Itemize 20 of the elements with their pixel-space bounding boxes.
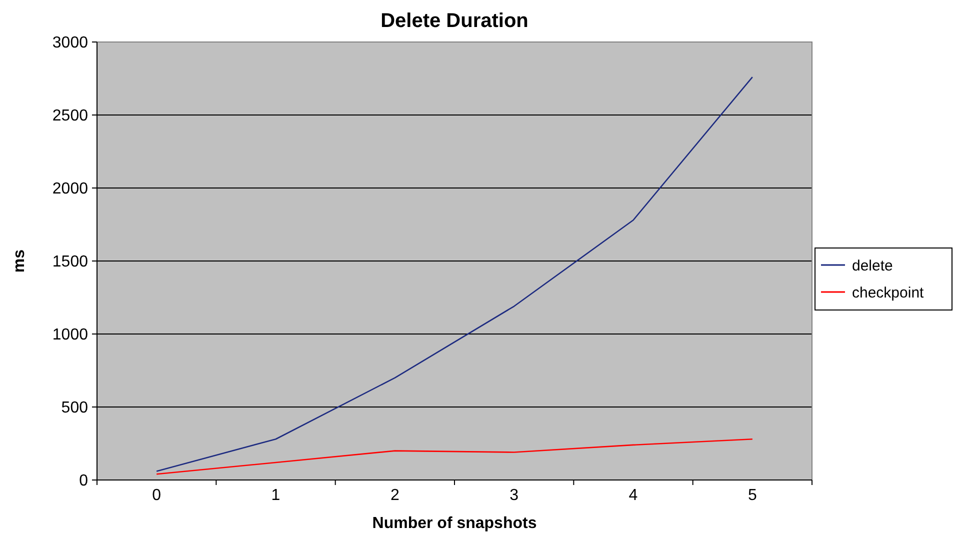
y-tick-label: 3000 — [52, 34, 88, 52]
y-tick-label: 1000 — [52, 326, 88, 344]
line-series — [156, 438, 754, 475]
chart-title: Delete Duration — [380, 10, 528, 32]
legend-label: checkpoint — [852, 284, 925, 302]
line-series — [156, 76, 754, 472]
x-tick-label: 3 — [510, 487, 519, 504]
x-tick-label: 2 — [390, 487, 400, 504]
y-tick-label: 1500 — [52, 254, 88, 271]
x-tick-label: 5 — [748, 487, 757, 504]
y-tick-label: 500 — [61, 400, 88, 417]
y-tick-label: 2000 — [52, 180, 88, 198]
y-tick-label: 0 — [79, 472, 88, 490]
y-axis-title: ms — [11, 249, 28, 273]
x-tick-label: 4 — [628, 487, 638, 504]
y-tick-label: 2500 — [52, 108, 88, 125]
legend-label: delete — [852, 257, 893, 274]
x-tick-label: 0 — [152, 487, 162, 504]
x-tick-label: 1 — [271, 487, 280, 504]
x-axis-title: Number of snapshots — [372, 515, 537, 532]
